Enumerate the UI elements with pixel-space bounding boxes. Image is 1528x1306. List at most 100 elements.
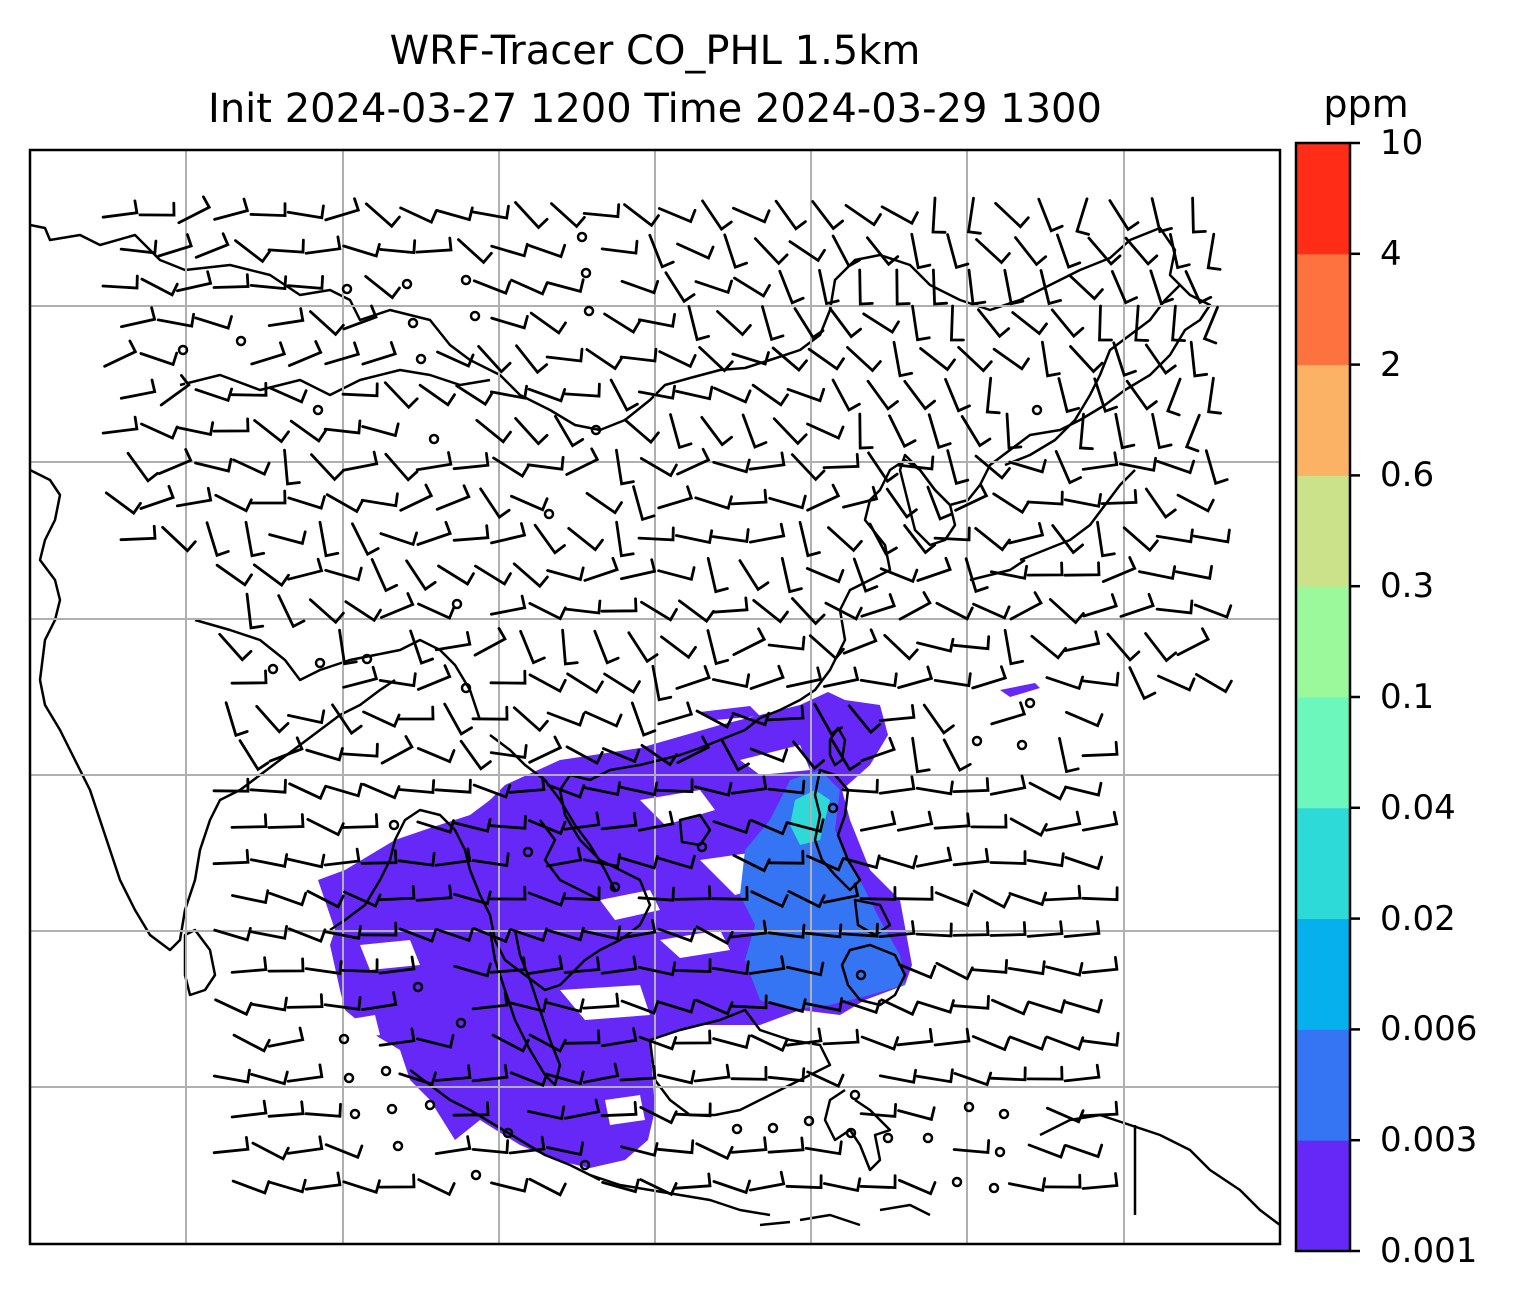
wind-barb bbox=[892, 340, 914, 378]
calm-wind-circle bbox=[455, 1017, 467, 1029]
wind-barb bbox=[341, 958, 379, 974]
wind-barb bbox=[844, 204, 882, 227]
wind-barb bbox=[862, 312, 900, 335]
wind-barb bbox=[324, 341, 361, 366]
colorbar-tick-label: 0.04 bbox=[1380, 787, 1456, 828]
wind-barb bbox=[600, 1027, 638, 1048]
wind-barb bbox=[101, 274, 139, 290]
wind-barb bbox=[1081, 886, 1119, 902]
wind-barb bbox=[1184, 270, 1213, 305]
wind-barb bbox=[245, 592, 265, 630]
wind-barb bbox=[306, 889, 345, 909]
wind-barb bbox=[768, 998, 807, 1014]
wind-barb bbox=[896, 455, 935, 471]
wind-barb bbox=[867, 451, 899, 484]
wind-barb bbox=[615, 448, 635, 486]
wind-barb bbox=[1058, 737, 1080, 774]
wind-barb bbox=[510, 278, 549, 296]
wind-barb bbox=[774, 199, 807, 231]
wind-barb bbox=[767, 1136, 805, 1154]
wind-barb bbox=[1027, 1143, 1067, 1159]
colorbar-segment bbox=[1296, 586, 1350, 698]
wind-barb bbox=[1171, 304, 1186, 342]
wind-barb bbox=[778, 269, 805, 305]
wind-barb bbox=[1081, 1172, 1119, 1190]
wind-barb bbox=[1069, 345, 1104, 374]
wind-barb bbox=[858, 412, 874, 450]
wind-barb bbox=[992, 492, 1030, 515]
wind-barbs bbox=[101, 195, 1233, 1197]
wind-barb bbox=[545, 347, 584, 363]
wind-barb bbox=[638, 961, 677, 977]
wind-barb bbox=[508, 776, 546, 794]
wind-barb bbox=[249, 996, 288, 1012]
calm-wind-circle bbox=[349, 1108, 361, 1120]
wind-barb bbox=[830, 739, 862, 772]
wind-barb bbox=[230, 669, 268, 685]
wind-barb bbox=[911, 304, 931, 342]
wind-barb bbox=[308, 598, 345, 625]
calm-wind-circle bbox=[590, 424, 602, 436]
wind-barb bbox=[903, 524, 937, 555]
calm-wind-circle bbox=[803, 1115, 815, 1127]
wind-barb bbox=[378, 1173, 416, 1189]
wind-barb bbox=[194, 457, 233, 473]
wind-barb bbox=[471, 1139, 510, 1155]
wind-barb bbox=[1064, 998, 1103, 1014]
wind-barb bbox=[842, 999, 881, 1015]
wind-barb bbox=[512, 706, 549, 733]
colorbar-unit-label: ppm bbox=[1323, 82, 1409, 126]
wind-barb bbox=[268, 1178, 307, 1194]
wind-barb bbox=[176, 421, 215, 437]
wind-barb bbox=[627, 631, 659, 664]
wind-barb bbox=[512, 562, 549, 589]
wind-barb bbox=[1128, 666, 1157, 701]
wind-barb bbox=[619, 919, 657, 940]
wind-barb bbox=[1050, 308, 1085, 339]
wind-barb bbox=[859, 1103, 897, 1118]
wind-barb bbox=[479, 487, 511, 520]
colorbar-tick-label: 0.6 bbox=[1380, 455, 1435, 496]
colorbar-segment bbox=[1296, 697, 1350, 809]
wind-barb bbox=[989, 774, 1027, 796]
wind-barb bbox=[378, 672, 417, 688]
wind-barb bbox=[957, 346, 993, 373]
wind-barb bbox=[793, 307, 825, 340]
wind-barb bbox=[398, 927, 438, 943]
wind-barb bbox=[822, 453, 860, 469]
wind-barb bbox=[931, 196, 947, 234]
wind-barb bbox=[1151, 413, 1173, 450]
wind-barb bbox=[992, 347, 1030, 371]
wind-barb bbox=[452, 1101, 490, 1117]
wind-barb bbox=[897, 963, 937, 980]
wind-barb bbox=[550, 202, 586, 229]
wind-barb bbox=[514, 201, 549, 230]
calm-wind-circle bbox=[388, 819, 400, 831]
wind-barb bbox=[648, 233, 675, 269]
wind-barb bbox=[657, 701, 694, 726]
wind-barb bbox=[409, 629, 434, 665]
wind-barb bbox=[842, 854, 881, 870]
wind-barb bbox=[897, 1106, 936, 1122]
wind-barb bbox=[231, 1179, 271, 1195]
wind-barb bbox=[804, 923, 843, 939]
wind-barb bbox=[933, 1027, 971, 1047]
wind-barb bbox=[1037, 197, 1064, 233]
wind-barb bbox=[351, 522, 380, 557]
wind-barb bbox=[675, 385, 714, 401]
wind-barb bbox=[119, 524, 157, 542]
wind-barb bbox=[1081, 1031, 1120, 1047]
wind-barb bbox=[1007, 1177, 1047, 1193]
wind-barb bbox=[1156, 459, 1196, 475]
wind-barb bbox=[1150, 197, 1173, 234]
wind-barb bbox=[711, 960, 750, 976]
wind-barb bbox=[344, 600, 382, 623]
wind-barb bbox=[305, 747, 344, 762]
wind-barb bbox=[527, 891, 567, 907]
wind-barb bbox=[898, 1178, 937, 1196]
wind-barb bbox=[852, 557, 879, 593]
wind-barb bbox=[711, 596, 749, 614]
wind-barb bbox=[805, 567, 845, 584]
wind-barb bbox=[831, 378, 861, 412]
wind-barb bbox=[711, 885, 749, 901]
